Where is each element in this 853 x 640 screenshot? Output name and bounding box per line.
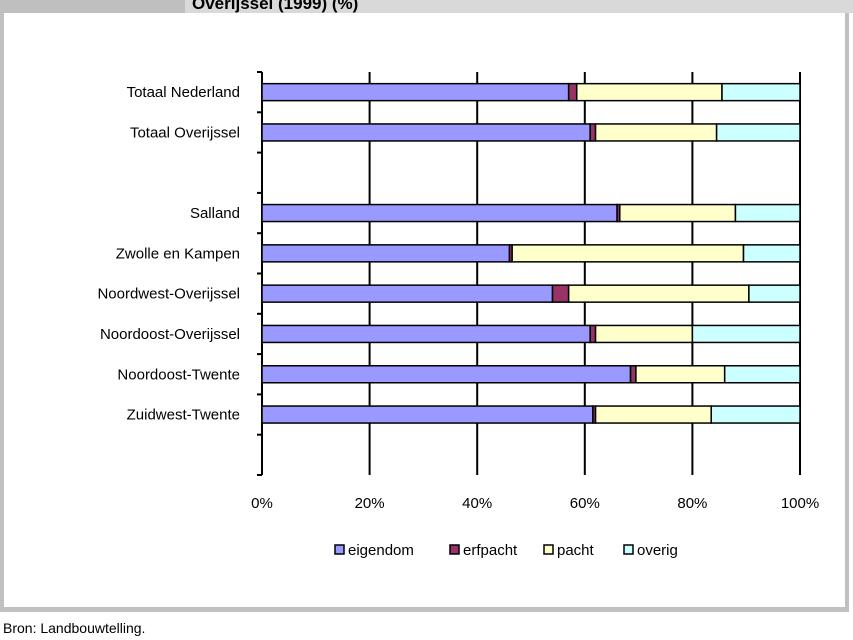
x-tick-label: 80%: [677, 495, 707, 512]
header-block: [0, 0, 185, 13]
legend-label: erfpacht: [463, 542, 518, 559]
header-bar: Overijssel (1999) (%): [0, 0, 853, 13]
bar-erfpacht: [589, 324, 597, 344]
category-label: Noordwest-Overijssel: [97, 286, 240, 303]
bar-pacht: [511, 244, 745, 263]
chart-frame: Totaal Nederland Totaal Overijssel Salland…: [0, 13, 849, 612]
category-label: Zwolle en Kampen: [116, 245, 240, 262]
category-label: Salland: [190, 205, 240, 222]
bar-eigendom: [261, 123, 591, 142]
chart-svg: Totaal Nederland Totaal Overijssel Salland…: [97, 71, 819, 559]
bar-overig: [710, 405, 801, 424]
bar-eigendom: [261, 324, 591, 344]
bar-pacht: [575, 82, 723, 102]
bar-pacht: [594, 324, 694, 344]
x-tick-label: 100%: [781, 495, 819, 512]
bar-erfpacht: [629, 365, 637, 384]
bar-erfpacht: [589, 123, 597, 142]
category-label: Noordoost-Overijssel: [100, 326, 240, 343]
legend-swatch-overig: [623, 544, 634, 555]
category-label: Totaal Nederland: [127, 84, 240, 101]
bar-overig: [691, 324, 801, 344]
legend-label: overig: [637, 542, 678, 559]
bar-eigendom: [261, 203, 618, 223]
bar-overig: [734, 203, 801, 223]
bar-pacht: [594, 123, 718, 142]
category-label: Noordoost-Twente: [117, 366, 240, 383]
bar-eigendom: [261, 82, 570, 102]
chart-title: Overijssel (1999) (%): [192, 0, 359, 13]
bar-eigendom: [261, 284, 554, 303]
x-tick-label: 0%: [251, 495, 273, 512]
x-tick-label: 40%: [462, 495, 492, 512]
bar-erfpacht: [567, 82, 578, 102]
bar-eigendom: [261, 244, 511, 263]
bar-pacht: [635, 365, 726, 384]
bar-overig: [721, 82, 801, 102]
category-label: Totaal Overijssel: [130, 124, 240, 141]
x-tick-label: 60%: [570, 495, 600, 512]
bar-overig: [723, 365, 801, 384]
bar-overig: [748, 284, 801, 303]
bar-pacht: [619, 203, 737, 223]
bar-eigendom: [261, 405, 594, 424]
legend-swatch-eigendom: [334, 544, 345, 555]
bar-pacht: [567, 284, 750, 303]
bar-overig: [742, 244, 801, 263]
x-tick-label: 20%: [355, 495, 385, 512]
legend-swatch-pacht: [543, 544, 554, 555]
legend-label: pacht: [557, 542, 595, 559]
legend-label: eigendom: [348, 542, 414, 559]
legend-swatch-erfpacht: [449, 544, 460, 555]
bar-eigendom: [261, 365, 632, 384]
source-note: Bron: Landbouwtelling.: [3, 620, 146, 636]
bar-overig: [715, 123, 801, 142]
bar-erfpacht: [551, 284, 570, 303]
category-label: Zuidwest-Twente: [127, 407, 240, 424]
bar-pacht: [594, 405, 712, 424]
